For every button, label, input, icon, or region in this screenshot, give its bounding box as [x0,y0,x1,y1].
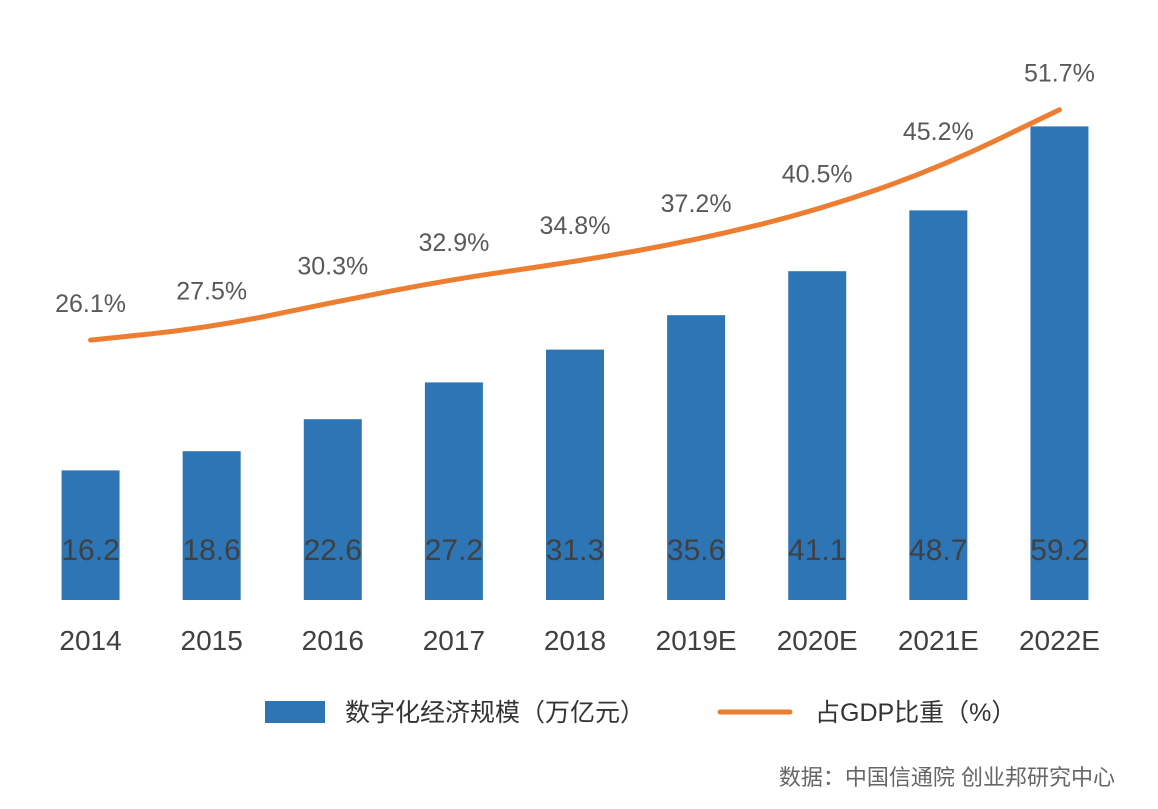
combo-chart-svg: 26.1% 27.5% 30.3% 32.9% 34.8% 37.2% 40.5% 45.2%… [0,0,1158,809]
bar [425,382,483,600]
category-label: 2017 [423,625,485,656]
category-label: 2020E [777,625,858,656]
line-value-label: 51.7% [1024,60,1095,88]
bar-value-label: 22.6 [304,534,362,567]
bar [304,419,362,600]
line-value-label: 40.5% [782,161,853,189]
bar-value-label: 35.6 [667,534,725,567]
line-value-label: 32.9% [418,229,489,257]
line-value-label: 30.3% [297,252,368,280]
bar [183,451,241,600]
bar-value-label: 27.2 [425,534,483,567]
legend: 数字化经济规模（万亿元） 占GDP比重（%） [265,699,1016,727]
category-label: 2022E [1019,625,1100,656]
legend-line-label: 占GDP比重（%） [815,699,1016,727]
bar-value-label: 16.2 [61,534,119,567]
category-label: 2019E [656,625,737,656]
category-label: 2021E [898,625,979,656]
category-label: 2018 [544,625,606,656]
source-text: 数据：中国信通院 创业邦研究中心 [779,765,1115,790]
chart-container: 26.1% 27.5% 30.3% 32.9% 34.8% 37.2% 40.5% 45.2%… [0,0,1158,809]
bar-value-label: 59.2 [1030,534,1088,567]
bar-value-label: 18.6 [182,534,240,567]
legend-bar-swatch [265,701,325,723]
category-label: 2015 [181,625,243,656]
bar-series [62,126,1089,600]
bar-value-label: 41.1 [788,534,846,567]
line-value-label: 26.1% [55,290,126,318]
bar-value-label: 48.7 [909,534,967,567]
bar-value-label: 31.3 [546,534,604,567]
category-label: 2014 [59,625,121,656]
legend-bar-label: 数字化经济规模（万亿元） [345,699,645,727]
line-value-label: 37.2% [661,190,732,218]
category-label: 2016 [302,625,364,656]
bar [1030,126,1088,600]
line-value-label: 45.2% [903,118,974,146]
line-value-label: 27.5% [176,278,247,306]
line-value-label: 34.8% [540,212,611,240]
